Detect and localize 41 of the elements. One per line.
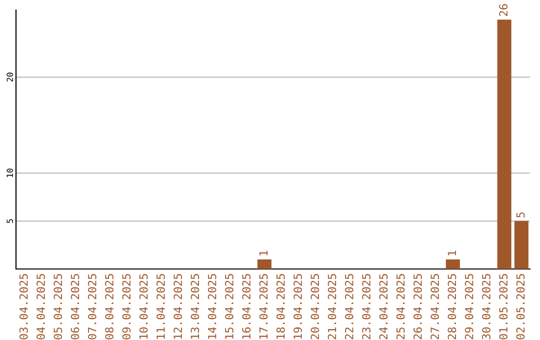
x-tick-label: 04.04.2025 bbox=[36, 274, 45, 340]
x-tick-label: 19.04.2025 bbox=[294, 274, 302, 339]
x-tick-label: 15.04.2025 bbox=[225, 274, 234, 339]
data-label: 26 bbox=[499, 4, 508, 16]
x-tick-label: 22.04.2025 bbox=[344, 274, 354, 340]
x-tick-label: 10.04.2025 bbox=[139, 274, 148, 339]
x-tick-label: 27.04.2025 bbox=[430, 274, 440, 340]
x-tick-label: 03.04.2025 bbox=[19, 274, 28, 340]
data-label: 1 bbox=[259, 250, 268, 256]
data-label: 1 bbox=[448, 250, 456, 256]
x-tick-label: 20.04.2025 bbox=[310, 274, 320, 340]
bar bbox=[446, 259, 460, 269]
x-tick-label: 01.05.2025 bbox=[499, 274, 508, 340]
x-tick-label: 29.04.2025 bbox=[464, 274, 474, 340]
x-tick-label: 11.04.2025 bbox=[156, 274, 165, 339]
x-tick-label: 09.04.2025 bbox=[122, 274, 131, 340]
x-tick-label: 21.04.2025 bbox=[328, 274, 336, 340]
x-tick-label: 16.04.2025 bbox=[242, 274, 251, 339]
x-tick-label: 07.04.2025 bbox=[88, 274, 96, 340]
x-tick-label: 26.04.2025 bbox=[413, 274, 422, 340]
x-tick-label: 06.04.2025 bbox=[70, 274, 80, 340]
bar bbox=[257, 259, 272, 269]
x-tick-label: 12.04.2025 bbox=[174, 274, 182, 339]
x-tick-label: 24.04.2025 bbox=[379, 274, 388, 340]
x-tick-label: 13.04.2025 bbox=[190, 274, 200, 339]
x-tick-label: 17.04.2025 bbox=[259, 274, 268, 339]
y-tick-label: 5 bbox=[6, 219, 13, 223]
x-tick-label: 28.04.2025 bbox=[448, 274, 456, 340]
x-tick-label: 02.05.2025 bbox=[516, 274, 525, 340]
y-tick-label: 10 bbox=[6, 168, 13, 178]
x-tick-label: 23.04.2025 bbox=[362, 274, 370, 340]
x-tick-label: 25.04.2025 bbox=[396, 274, 405, 340]
x-tick-label: 30.04.2025 bbox=[482, 274, 490, 340]
x-tick-label: 14.04.2025 bbox=[208, 274, 216, 339]
x-tick-label: 08.04.2025 bbox=[105, 274, 114, 340]
bar bbox=[514, 221, 528, 269]
y-tick-label: 20 bbox=[6, 72, 13, 82]
bar bbox=[497, 20, 512, 269]
x-tick-label: 05.04.2025 bbox=[54, 274, 62, 340]
data-label: 5 bbox=[516, 212, 525, 218]
x-tick-label: 18.04.2025 bbox=[276, 274, 285, 339]
